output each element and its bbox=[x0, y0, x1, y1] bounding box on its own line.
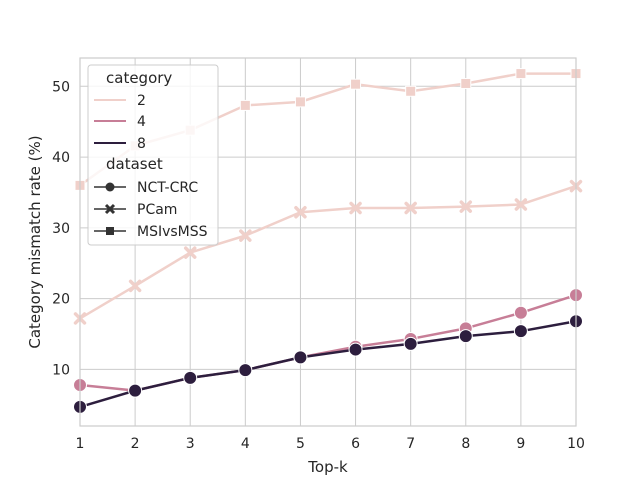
data-point bbox=[404, 201, 417, 215]
legend-label: MSIvsMSS bbox=[137, 224, 208, 240]
legend-title-dataset: dataset bbox=[106, 155, 163, 173]
series-cat2-pcam bbox=[73, 179, 583, 325]
x-tick-label: 1 bbox=[76, 436, 85, 452]
series-line bbox=[79, 320, 577, 409]
data-point bbox=[349, 201, 362, 215]
data-point bbox=[128, 383, 143, 398]
y-tick-label: 30 bbox=[52, 221, 70, 237]
legend-item-nct-crc: NCT-CRC bbox=[94, 180, 198, 196]
x-tick-label: 6 bbox=[351, 436, 360, 452]
legend-label: NCT-CRC bbox=[137, 180, 198, 196]
y-tick-label: 20 bbox=[52, 292, 70, 308]
square-marker-icon bbox=[106, 227, 114, 235]
data-point bbox=[514, 198, 528, 211]
legend: category 2 4 8 dataset NCT-CRC PCam MSIv… bbox=[87, 64, 219, 246]
legend-label: 4 bbox=[137, 114, 146, 130]
data-point bbox=[183, 370, 198, 385]
data-point bbox=[294, 206, 307, 219]
legend-label: PCam bbox=[137, 202, 177, 218]
x-tick-label: 2 bbox=[131, 436, 140, 452]
series-line bbox=[79, 184, 577, 320]
plot-area bbox=[73, 68, 583, 414]
x-tick-label: 4 bbox=[241, 436, 250, 452]
x-tick-label: 10 bbox=[567, 436, 585, 452]
y-tick-label: 10 bbox=[52, 362, 70, 378]
data-point bbox=[348, 342, 363, 357]
data-point bbox=[350, 78, 362, 90]
y-tick-labels: 10 20 30 40 50 bbox=[52, 79, 70, 378]
data-point bbox=[183, 246, 197, 259]
legend-box bbox=[87, 64, 219, 246]
data-point bbox=[293, 350, 308, 365]
data-point bbox=[460, 77, 472, 89]
data-point bbox=[294, 96, 306, 108]
x-tick-label: 5 bbox=[296, 436, 305, 452]
data-point bbox=[239, 99, 251, 111]
data-point bbox=[405, 85, 417, 97]
legend-item-category-2: 2 bbox=[94, 93, 146, 109]
data-point bbox=[128, 279, 142, 293]
y-axis-label: Category mismatch rate (%) bbox=[26, 135, 44, 348]
data-point bbox=[513, 324, 528, 339]
legend-title-category: category bbox=[106, 69, 172, 87]
y-tick-label: 50 bbox=[52, 79, 70, 95]
data-point bbox=[513, 305, 528, 320]
x-tick-labels: 1 2 3 4 5 6 7 8 9 10 bbox=[76, 436, 585, 452]
legend-item-category-8: 8 bbox=[94, 136, 146, 152]
data-point bbox=[403, 336, 418, 351]
legend-label: 8 bbox=[137, 136, 146, 152]
axes-frame bbox=[79, 57, 577, 427]
series-cat4-nct-crc bbox=[73, 288, 583, 398]
data-point bbox=[239, 229, 252, 242]
x-marker-icon bbox=[104, 203, 116, 215]
data-point bbox=[515, 68, 527, 80]
series-line bbox=[79, 293, 577, 392]
circle-marker-icon bbox=[105, 182, 115, 192]
legend-item-msivsmss: MSIvsMSS bbox=[94, 224, 208, 240]
x-tick-label: 3 bbox=[186, 436, 195, 452]
x-tick-label: 9 bbox=[516, 436, 525, 452]
y-tick-label: 40 bbox=[52, 150, 70, 166]
data-point bbox=[238, 363, 253, 378]
legend-label: 2 bbox=[137, 93, 146, 109]
data-point bbox=[459, 200, 473, 213]
data-point bbox=[458, 329, 473, 344]
legend-item-pcam: PCam bbox=[94, 202, 177, 218]
x-axis-label: Top-k bbox=[307, 458, 348, 476]
x-tick-label: 7 bbox=[406, 436, 415, 452]
x-tick-label: 8 bbox=[461, 436, 470, 452]
series-cat8-nct-crc bbox=[73, 314, 583, 414]
legend-item-category-4: 4 bbox=[94, 114, 146, 130]
